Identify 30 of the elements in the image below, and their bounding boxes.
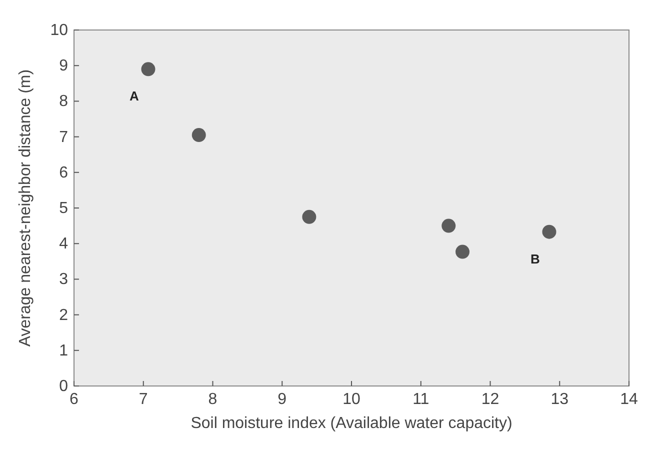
annotation: B — [530, 251, 540, 266]
y-tick-label: 8 — [59, 93, 68, 110]
point — [442, 218, 456, 233]
point — [141, 62, 156, 76]
x-tick-label: 10 — [342, 391, 360, 408]
x-tick-label: 13 — [550, 391, 569, 408]
y-tick-label: 5 — [59, 200, 68, 217]
point — [542, 224, 556, 239]
annotation: A — [130, 88, 140, 104]
y-tick-label: 9 — [59, 58, 68, 75]
y-tick-label: 3 — [59, 271, 68, 288]
y-tick-label: 2 — [59, 306, 68, 324]
point — [192, 128, 206, 142]
y-tick-label: 0 — [59, 378, 68, 395]
x-tick-label: 6 — [70, 391, 79, 408]
y-tick-label: 4 — [59, 236, 68, 253]
x-tick-label: 9 — [278, 391, 287, 408]
y-axis-title: Average nearest-neighbor distance (m) — [17, 69, 34, 347]
point — [302, 210, 316, 224]
x-tick-label: 8 — [208, 391, 218, 408]
x-axis-title: Soil moisture index (Available water capacity) — [190, 415, 512, 432]
x-tick-label: 14 — [620, 391, 638, 408]
y-tick-label: 6 — [59, 164, 68, 182]
y-tick-label: 1 — [59, 342, 68, 360]
y-tick-label: 7 — [59, 128, 68, 146]
point — [456, 244, 470, 259]
x-tick-label: 7 — [138, 391, 148, 408]
x-tick-label: 12 — [481, 391, 500, 408]
y-tick-label: 10 — [50, 22, 68, 39]
x-tick-label: 11 — [412, 391, 430, 408]
